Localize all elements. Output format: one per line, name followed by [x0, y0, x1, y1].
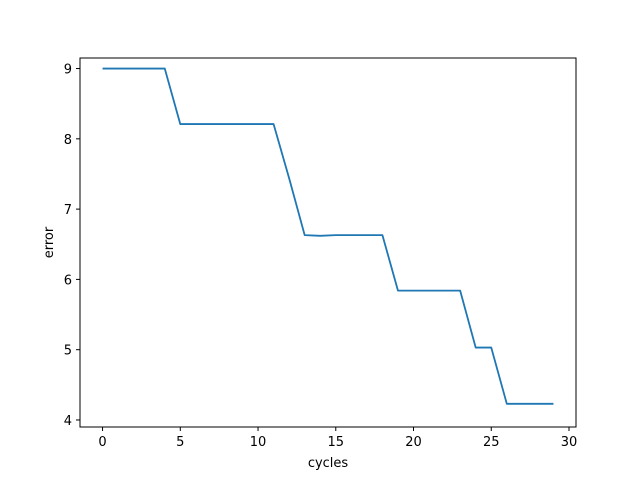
- series-line-0: [102, 67, 554, 405]
- axes-frame: [79, 57, 577, 428]
- x-tick-label: 15: [328, 435, 345, 450]
- y-tick-label: 8: [64, 133, 72, 148]
- x-tick-label: 5: [176, 435, 184, 450]
- y-tick-label: 9: [64, 63, 72, 78]
- y-tick-label: 4: [64, 414, 72, 429]
- y-tick-label: 5: [64, 344, 72, 359]
- x-tick-label: 30: [561, 435, 578, 450]
- y-axis-label: error: [42, 226, 57, 258]
- x-tick-label: 20: [405, 435, 422, 450]
- x-tick-label: 0: [98, 435, 106, 450]
- x-tick-label: 10: [250, 435, 267, 450]
- x-tick-label: 25: [483, 435, 500, 450]
- y-tick-label: 6: [64, 273, 72, 288]
- y-tick-label: 7: [64, 203, 72, 218]
- x-axis-label: cycles: [308, 456, 349, 471]
